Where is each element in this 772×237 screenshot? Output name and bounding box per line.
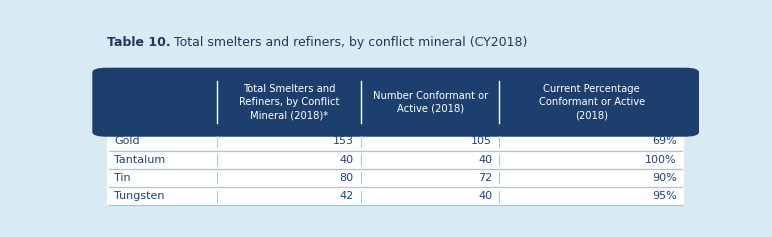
Text: 90%: 90% [652,173,677,183]
Text: 42: 42 [340,191,354,201]
Text: 153: 153 [333,136,354,146]
Text: 69%: 69% [652,136,677,146]
Text: 40: 40 [340,155,354,165]
FancyBboxPatch shape [107,132,684,205]
Text: Tungsten: Tungsten [114,191,165,201]
Text: Tantalum: Tantalum [114,155,166,165]
Text: Gold: Gold [114,136,140,146]
Text: 100%: 100% [645,155,677,165]
Text: 80: 80 [340,173,354,183]
Text: Number Conformant or
Active (2018): Number Conformant or Active (2018) [373,91,488,114]
Text: 40: 40 [478,155,493,165]
Text: Total Smelters and
Refiners, by Conflict
Mineral (2018)*: Total Smelters and Refiners, by Conflict… [239,84,339,120]
Text: Current Percentage
Conformant or Active
(2018): Current Percentage Conformant or Active … [539,84,645,120]
Text: Table 10.: Table 10. [107,36,171,49]
FancyBboxPatch shape [93,68,699,137]
Text: 95%: 95% [652,191,677,201]
Text: 105: 105 [471,136,493,146]
Text: Total smelters and refiners, by conflict mineral (CY2018): Total smelters and refiners, by conflict… [170,36,527,49]
Text: 40: 40 [478,191,493,201]
Text: Tin: Tin [114,173,131,183]
Text: 72: 72 [478,173,493,183]
